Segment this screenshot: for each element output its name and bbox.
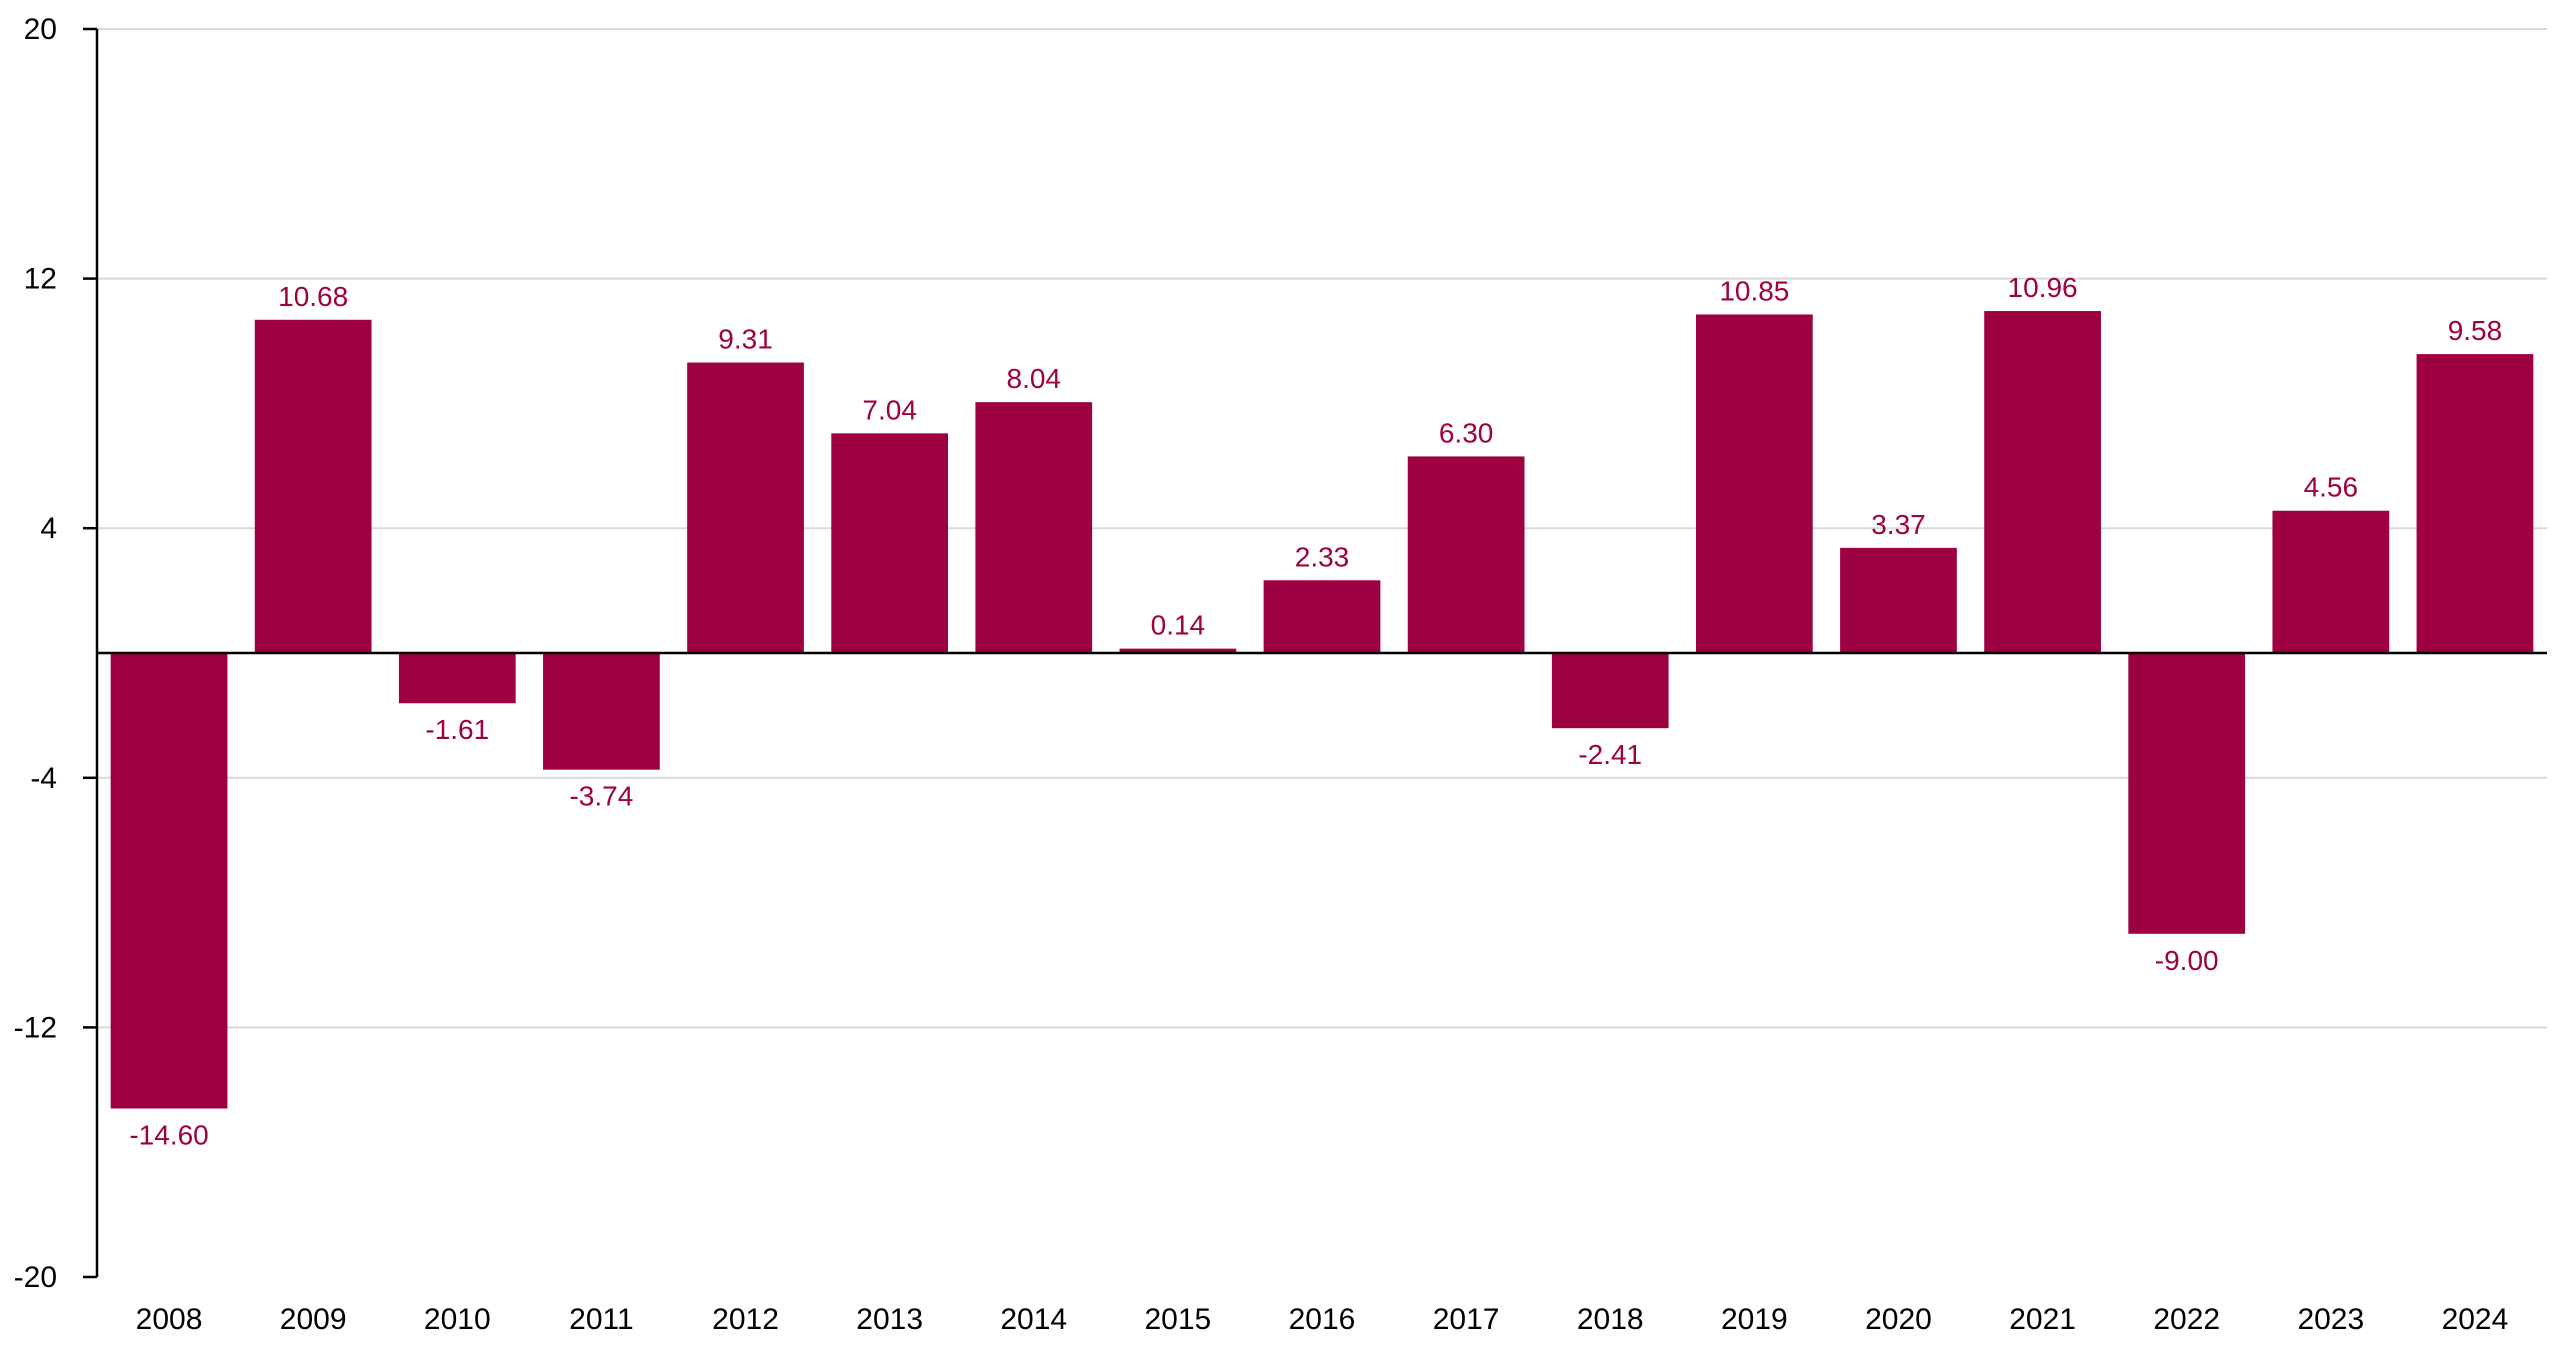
data-label-2010: -1.61	[425, 714, 489, 745]
y-tick-label: -20	[14, 1261, 57, 1294]
bars	[110, 311, 2534, 1109]
x-tick-label-2022: 2022	[2153, 1303, 2220, 1336]
x-tick-label-2010: 2010	[424, 1303, 491, 1336]
x-tick-label-2021: 2021	[2009, 1303, 2076, 1336]
data-label-2014: 8.04	[1007, 363, 1062, 394]
data-label-2012: 9.31	[718, 324, 773, 355]
bar-2021	[1984, 311, 2101, 653]
x-tick-label-2011: 2011	[569, 1303, 634, 1336]
data-label-2018: -2.41	[1578, 739, 1642, 770]
data-label-2021: 10.96	[2008, 272, 2078, 303]
data-label-2019: 10.85	[1719, 275, 1789, 306]
bar-2019	[1695, 314, 1813, 653]
x-tick-label-2024: 2024	[2442, 1303, 2509, 1336]
x-tick-label-2015: 2015	[1145, 1303, 1212, 1336]
data-label-2024: 9.58	[2448, 315, 2503, 346]
bar-2009	[254, 319, 372, 653]
x-tick-label-2013: 2013	[856, 1303, 923, 1336]
data-label-2020: 3.37	[1871, 509, 1926, 540]
x-tick-label-2008: 2008	[136, 1303, 203, 1336]
x-tick-label-2014: 2014	[1000, 1303, 1067, 1336]
data-label-2015: 0.14	[1151, 610, 1206, 641]
x-tick-label-2019: 2019	[1721, 1303, 1788, 1336]
bar-2012	[687, 362, 804, 653]
data-labels: -14.60 10.68 -1.61 -3.74 9.31 7.04 8.04 0.14 2.3…	[129, 272, 2502, 1150]
bar-2010	[398, 653, 516, 704]
bar-2023	[2272, 510, 2390, 653]
bar-2016	[1263, 580, 1381, 653]
bar-2013	[831, 433, 949, 653]
bar-2015	[1119, 648, 1237, 653]
data-label-2016: 2.33	[1295, 541, 1350, 572]
bar-2011	[543, 653, 660, 770]
x-tick-label-2023: 2023	[2297, 1303, 2364, 1336]
bar-2020	[1840, 547, 1957, 653]
bar-2017	[1407, 456, 1525, 653]
bar-2022	[2128, 653, 2246, 934]
y-tick-label: 12	[24, 263, 57, 296]
y-tick-label: -12	[14, 1011, 57, 1044]
x-tick-label-2009: 2009	[280, 1303, 347, 1336]
x-tick-label-2017: 2017	[1433, 1303, 1500, 1336]
data-label-2017: 6.30	[1439, 417, 1494, 448]
x-tick-label-2016: 2016	[1289, 1303, 1356, 1336]
x-tick-label-2020: 2020	[1865, 1303, 1932, 1336]
data-label-2008: -14.60	[129, 1120, 208, 1151]
y-tick-label: -4	[30, 762, 57, 795]
x-tick-label-2018: 2018	[1577, 1303, 1644, 1336]
y-tick-label: 4	[40, 512, 57, 545]
bar-2014	[975, 402, 1093, 653]
data-label-2023: 4.56	[2304, 472, 2359, 503]
bar-2024	[2416, 354, 2534, 653]
data-label-2013: 7.04	[862, 394, 917, 425]
data-label-2009: 10.68	[278, 281, 348, 312]
y-tick-label: 20	[24, 13, 57, 46]
data-label-2022: -9.00	[2155, 945, 2219, 976]
x-tick-label-2012: 2012	[712, 1303, 779, 1336]
data-label-2011: -3.74	[569, 781, 633, 812]
bar-2008	[110, 653, 228, 1109]
bar-2018	[1551, 653, 1669, 729]
